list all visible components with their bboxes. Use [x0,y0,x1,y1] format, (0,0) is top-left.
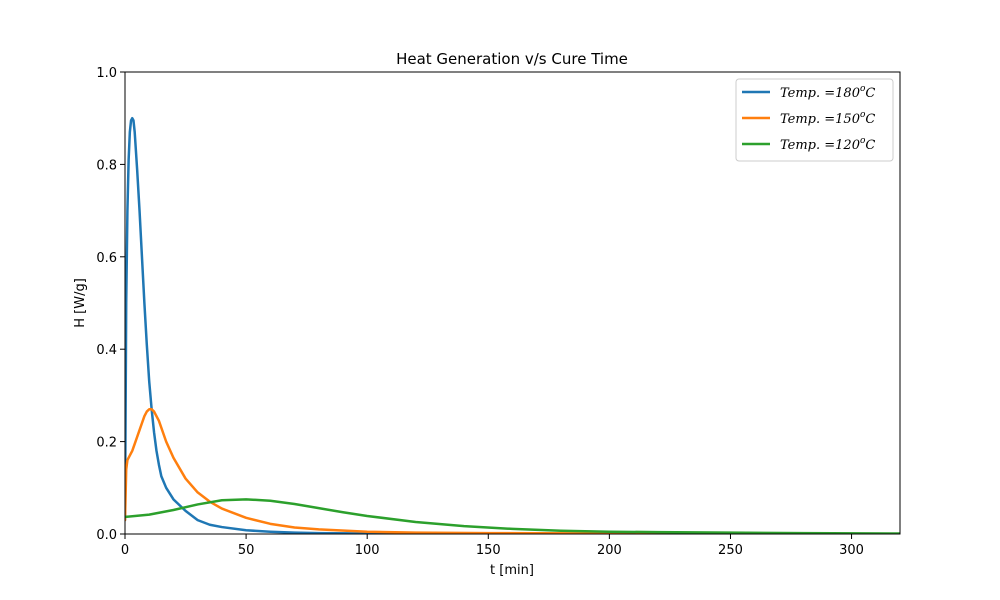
legend-text-main: Temp. =150 [780,112,860,127]
legend-degree-sup: o [860,84,866,94]
y-axis-label: H [W/g] [73,278,88,328]
legend-unit: C [865,112,875,127]
y-tick-label: 0.6 [96,251,117,266]
x-axis: 0 50 100 150 200 250 300 [121,534,864,558]
x-tick-label: 200 [597,543,622,558]
plot-frame [124,71,901,535]
legend-entry-0: Temp. =180oC [780,84,875,101]
y-tick-label: 0.2 [96,436,117,451]
y-axis: 0.0 0.2 0.4 0.6 0.8 1.0 [96,66,125,543]
x-tick-label: 100 [355,543,380,558]
y-tick-label: 0.0 [96,528,117,543]
legend-degree-sup: o [860,110,866,120]
legend-text-main: Temp. =120 [780,138,860,153]
x-tick-label: 50 [238,543,255,558]
x-tick-label: 250 [718,543,743,558]
legend-unit: C [865,86,875,101]
series-line-0 [125,116,900,534]
legend-entry-2: Temp. =120oC [780,136,875,153]
y-tick-label: 0.8 [96,158,117,173]
legend-text-main: Temp. =180 [780,86,860,101]
x-tick-label: 300 [839,543,864,558]
x-tick-label: 150 [476,543,501,558]
plot-area [124,71,901,535]
y-tick-label: 0.4 [96,343,117,358]
series-lines [125,116,900,534]
series-line-2 [125,498,900,534]
legend-box [735,78,894,162]
x-axis-label: t [min] [490,563,534,578]
series-line-1 [125,408,900,534]
legend-unit: C [865,138,875,153]
x-tick-label: 0 [121,543,129,558]
chart-title: Heat Generation v/s Cure Time [396,50,628,68]
y-tick-label: 1.0 [96,66,117,81]
legend-degree-sup: o [860,136,866,146]
legend-entry-1: Temp. =150oC [780,110,875,127]
